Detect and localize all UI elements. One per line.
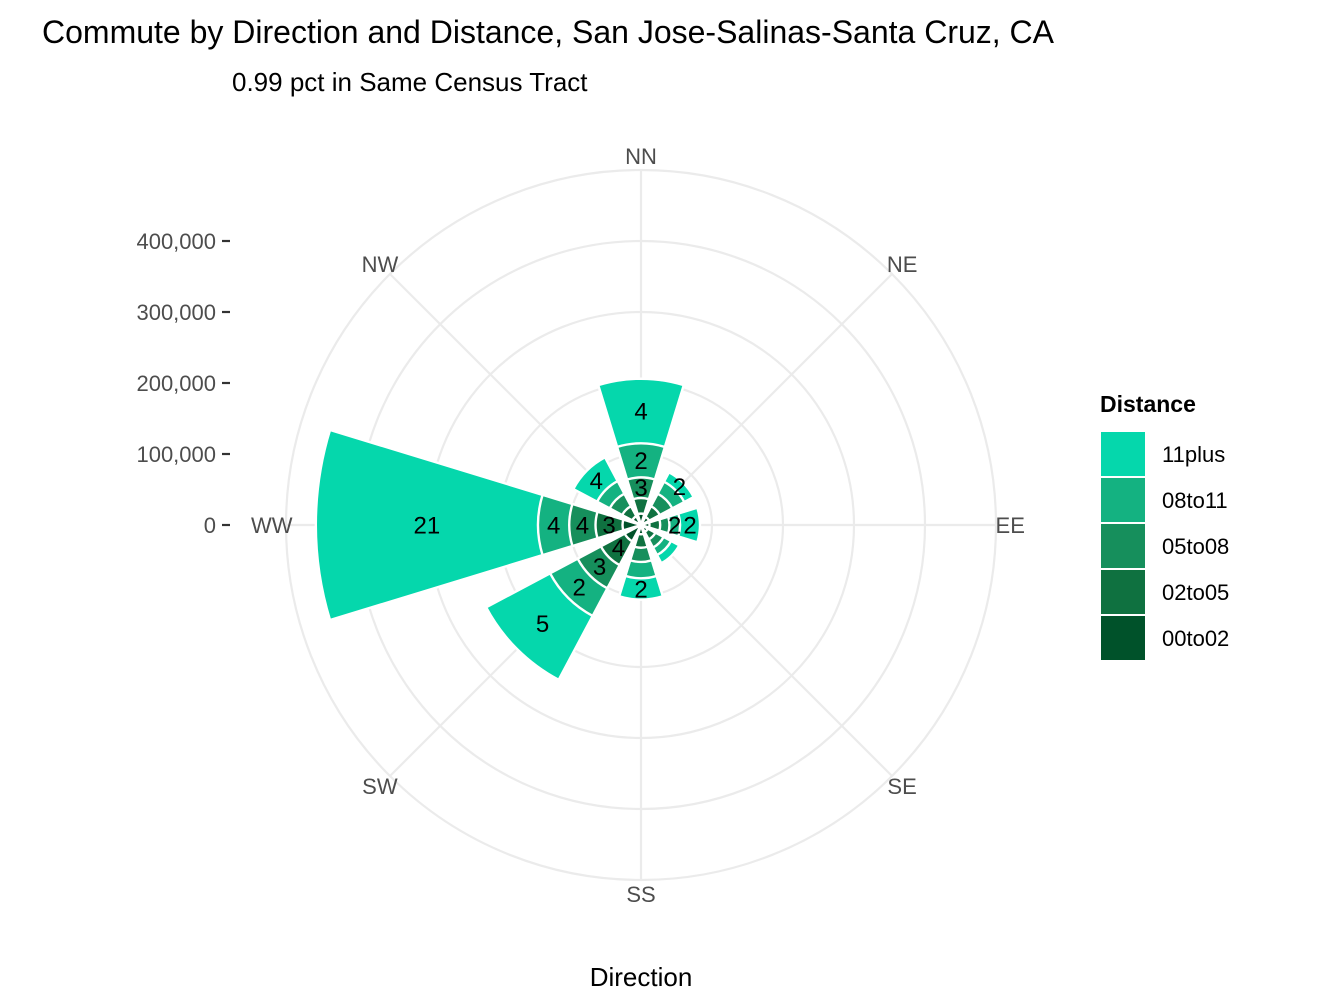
wedge-sw-00to02 <box>623 523 643 543</box>
direction-label-se: SE <box>887 774 916 799</box>
chart-title: Commute by Direction and Distance, San J… <box>42 14 1055 50</box>
bar-label-sw-05to08: 3 <box>593 554 606 581</box>
legend-label-08to11: 08to11 <box>1162 488 1228 513</box>
y-tick-label: 400,000 <box>136 229 216 254</box>
wedge-ee-00to02 <box>639 521 651 529</box>
bar-label-ss-11plus: 2 <box>634 576 647 603</box>
wedge-ww-11plus <box>314 428 643 622</box>
direction-label-nn: NN <box>625 144 657 169</box>
legend-swatch-08to11 <box>1101 478 1145 522</box>
y-tick-label: 0 <box>204 513 216 538</box>
bar-label-ee-11plus: 2 <box>683 513 696 540</box>
legend-swatch-05to08 <box>1101 524 1145 568</box>
bar-label-ww-02to05: 3 <box>602 513 615 540</box>
y-axis: 0 100,000 200,000 300,000 400,000 <box>136 229 230 538</box>
y-tick-label: 200,000 <box>136 371 216 396</box>
wedge-nn-00to02 <box>636 512 646 527</box>
bar-label-nn-08to11: 2 <box>634 448 647 475</box>
bar-label-nn-11plus: 4 <box>634 399 647 426</box>
wedge-ss-00to02 <box>637 523 645 536</box>
bar-label-nw-11plus: 4 <box>590 468 603 495</box>
wedge-ww-02to05 <box>594 510 643 540</box>
direction-labels: NN NE EE SE SS SW WW NW <box>251 144 1025 907</box>
wedge-nw-00to02 <box>631 515 643 527</box>
bar-label-nn-05to08: 3 <box>634 475 647 502</box>
bar-label-ww-08to11: 4 <box>547 513 560 540</box>
bars <box>314 377 702 682</box>
direction-label-ee: EE <box>996 513 1025 538</box>
legend-swatch-02to05 <box>1101 570 1145 614</box>
legend-label-11plus: 11plus <box>1162 442 1225 467</box>
bar-label-sw-11plus: 5 <box>536 611 549 638</box>
bar-label-ee-08to11: 2 <box>668 513 681 540</box>
direction-label-ss: SS <box>626 882 655 907</box>
bar-label-ww-05to08: 4 <box>576 513 589 540</box>
legend: Distance 11plus 08to11 05to08 02to05 00to02 <box>1100 391 1229 660</box>
bar-label-ww-11plus: 21 <box>414 513 441 540</box>
chart-subtitle: 0.99 pct in Same Census Tract <box>232 67 588 97</box>
legend-swatch-00to02 <box>1101 616 1145 660</box>
wedge-ss-02to05 <box>633 523 649 549</box>
legend-label-05to08: 05to08 <box>1162 534 1229 559</box>
wedge-ne-00to02 <box>639 515 651 527</box>
grid-spoke-se <box>640 524 893 777</box>
y-tick-label: 100,000 <box>136 442 216 467</box>
direction-label-ww: WW <box>251 513 293 538</box>
wedge-nn-02to05 <box>631 496 651 527</box>
direction-label-nw: NW <box>362 252 399 277</box>
y-tick-label: 300,000 <box>136 300 216 325</box>
bar-label-sw-02to05: 4 <box>612 535 625 562</box>
direction-label-sw: SW <box>362 774 398 799</box>
legend-label-00to02: 00to02 <box>1162 626 1229 651</box>
bar-label-sw-08to11: 2 <box>573 574 586 601</box>
legend-label-02to05: 02to05 <box>1162 580 1229 605</box>
bar-label-ne-11plus: 2 <box>673 474 686 501</box>
legend-swatch-11plus <box>1101 432 1145 476</box>
x-axis-title: Direction <box>590 962 693 992</box>
legend-title: Distance <box>1100 391 1196 417</box>
wedge-ww-00to02 <box>621 518 643 532</box>
direction-label-ne: NE <box>887 252 918 277</box>
